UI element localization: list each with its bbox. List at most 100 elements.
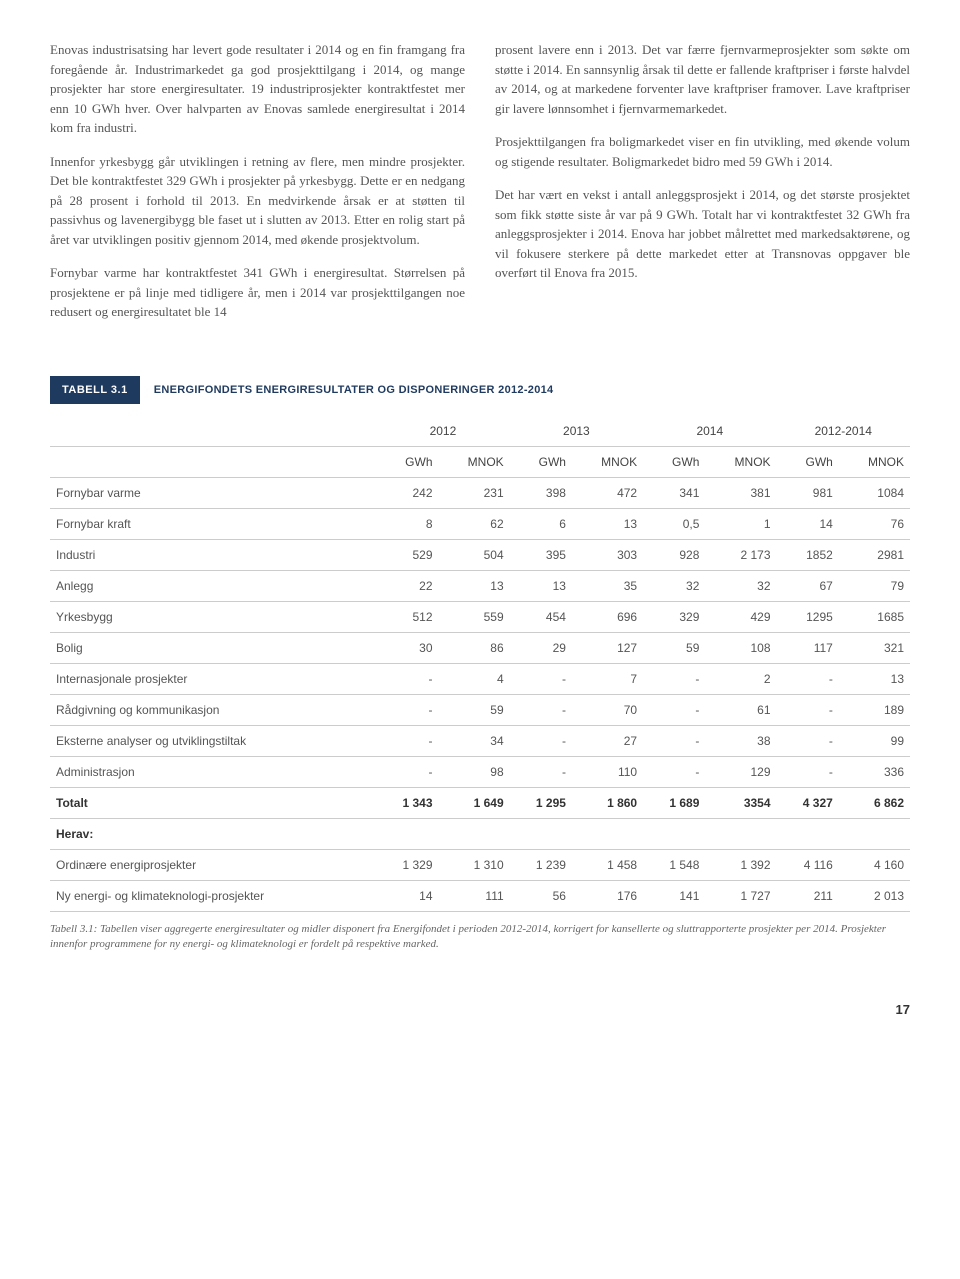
cell: - [376, 725, 438, 756]
cell: 395 [510, 539, 572, 570]
cell: 1084 [839, 477, 910, 508]
cell: 176 [572, 880, 643, 911]
table-title: ENERGIFONDETS ENERGIRESULTATER OG DISPON… [140, 376, 910, 404]
cell: 512 [376, 601, 438, 632]
cell: 454 [510, 601, 572, 632]
cell: 341 [643, 477, 705, 508]
cell: 8 [376, 508, 438, 539]
table-row: Yrkesbygg51255945469632942912951685 [50, 601, 910, 632]
cell: 1 [705, 508, 776, 539]
cell: 429 [705, 601, 776, 632]
cell: 2 [705, 663, 776, 694]
cell: 127 [572, 632, 643, 663]
year-header: 2012-2014 [777, 414, 910, 447]
cell: 32 [643, 570, 705, 601]
row-label: Totalt [50, 787, 376, 818]
cell: 1 329 [376, 849, 438, 880]
page-number: 17 [50, 1002, 910, 1017]
row-label: Bolig [50, 632, 376, 663]
cell: - [643, 756, 705, 787]
cell: - [376, 756, 438, 787]
cell: - [643, 725, 705, 756]
table-row: Bolig30862912759108117321 [50, 632, 910, 663]
right-column: prosent lavere enn i 2013. Det var færre… [495, 40, 910, 336]
paragraph: Innenfor yrkesbygg går utviklingen i ret… [50, 152, 465, 250]
cell: 129 [705, 756, 776, 787]
cell: 1 343 [376, 787, 438, 818]
cell: 6 [510, 508, 572, 539]
cell: 56 [510, 880, 572, 911]
paragraph: Enovas industrisatsing har levert gode r… [50, 40, 465, 138]
cell: 70 [572, 694, 643, 725]
cell: 189 [839, 694, 910, 725]
cell: 76 [839, 508, 910, 539]
cell: 67 [777, 570, 839, 601]
cell: - [510, 725, 572, 756]
table-row: Eksterne analyser og utviklingstiltak-34… [50, 725, 910, 756]
paragraph: Prosjekttilgangen fra boligmarkedet vise… [495, 132, 910, 171]
cell: 1 239 [510, 849, 572, 880]
row-label: Internasjonale prosjekter [50, 663, 376, 694]
unit-header: GWh [777, 446, 839, 477]
paragraph: Fornybar varme har kontraktfestet 341 GW… [50, 263, 465, 322]
cell: 13 [572, 508, 643, 539]
cell: 472 [572, 477, 643, 508]
unit-header: GWh [510, 446, 572, 477]
cell: 4 327 [777, 787, 839, 818]
table-row: Anlegg2213133532326779 [50, 570, 910, 601]
cell: 13 [439, 570, 510, 601]
cell: 98 [439, 756, 510, 787]
table-row: Totalt1 3431 6491 2951 8601 68933544 327… [50, 787, 910, 818]
cell: 14 [376, 880, 438, 911]
cell: 35 [572, 570, 643, 601]
cell: 111 [439, 880, 510, 911]
cell: 4 [439, 663, 510, 694]
unit-header: GWh [376, 446, 438, 477]
table-row: Internasjonale prosjekter-4-7-2-13 [50, 663, 910, 694]
cell: 86 [439, 632, 510, 663]
cell: - [777, 663, 839, 694]
row-label: Industri [50, 539, 376, 570]
cell: 2981 [839, 539, 910, 570]
unit-header: MNOK [839, 446, 910, 477]
cell: 1 649 [439, 787, 510, 818]
paragraph: Det har vært en vekst i antall anleggspr… [495, 185, 910, 283]
cell: - [777, 694, 839, 725]
cell: 329 [643, 601, 705, 632]
table-tag: TABELL 3.1 [50, 376, 140, 404]
cell: 504 [439, 539, 510, 570]
cell: 321 [839, 632, 910, 663]
herav-label: Herav: [50, 818, 910, 849]
paragraph: prosent lavere enn i 2013. Det var færre… [495, 40, 910, 118]
cell: 6 862 [839, 787, 910, 818]
cell: 34 [439, 725, 510, 756]
cell: 2 173 [705, 539, 776, 570]
cell: 559 [439, 601, 510, 632]
cell: - [777, 756, 839, 787]
cell: 1 860 [572, 787, 643, 818]
cell: 117 [777, 632, 839, 663]
year-header: 2013 [510, 414, 643, 447]
cell: 1 310 [439, 849, 510, 880]
row-label: Administrasjon [50, 756, 376, 787]
cell: 3354 [705, 787, 776, 818]
cell: 110 [572, 756, 643, 787]
cell: 27 [572, 725, 643, 756]
cell: 1295 [777, 601, 839, 632]
table-year-row: 2012 2013 2014 2012-2014 [50, 414, 910, 447]
cell: 303 [572, 539, 643, 570]
table-caption: Tabell 3.1: Tabellen viser aggregerte en… [50, 922, 910, 953]
cell: - [376, 694, 438, 725]
cell: - [510, 756, 572, 787]
table-row: Ny energi- og klimateknologi-prosjekter1… [50, 880, 910, 911]
herav-row: Herav: [50, 818, 910, 849]
cell: 108 [705, 632, 776, 663]
unit-header: MNOK [572, 446, 643, 477]
table-row: Rådgivning og kommunikasjon-59-70-61-189 [50, 694, 910, 725]
cell: 211 [777, 880, 839, 911]
cell: 928 [643, 539, 705, 570]
cell: 696 [572, 601, 643, 632]
unit-header: MNOK [705, 446, 776, 477]
cell: 59 [439, 694, 510, 725]
cell: - [643, 663, 705, 694]
